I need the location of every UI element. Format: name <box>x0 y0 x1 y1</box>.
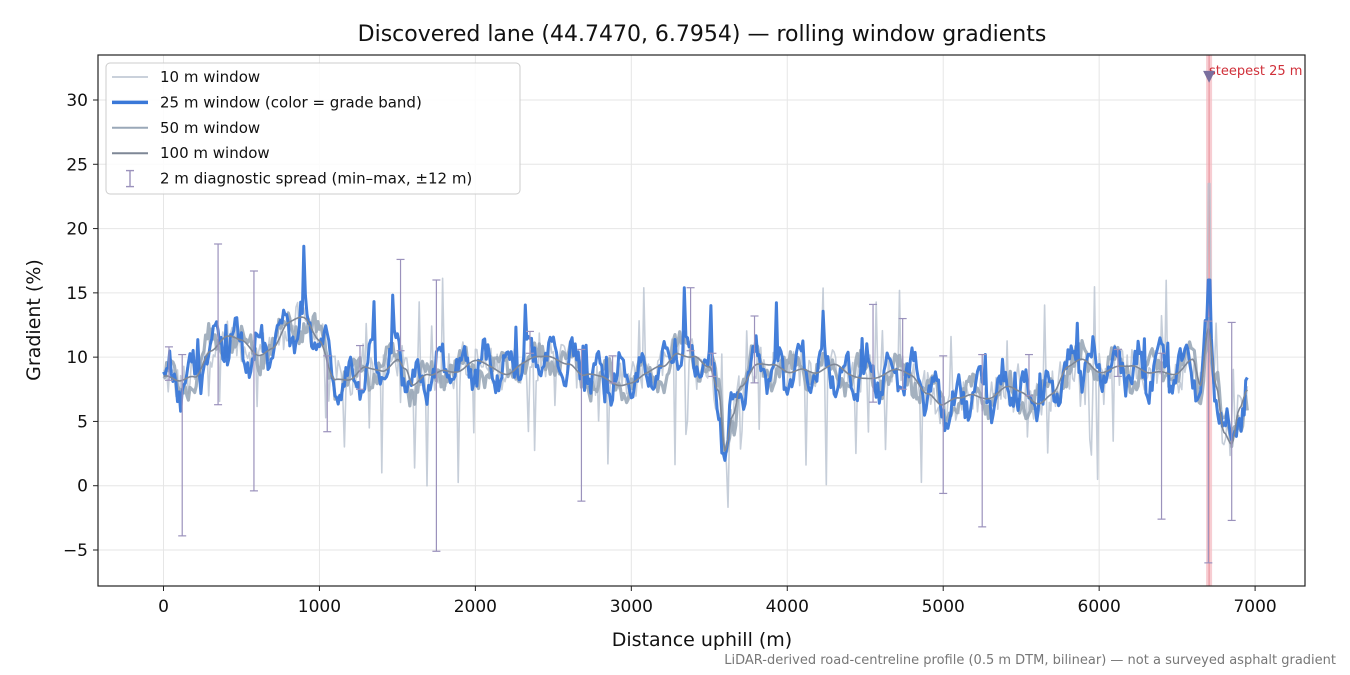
legend-label: 50 m window <box>160 119 260 137</box>
x-tick-label: 1000 <box>298 597 341 617</box>
y-tick-label: 10 <box>66 348 88 368</box>
grid <box>98 55 1305 586</box>
x-tick-label: 4000 <box>766 597 809 617</box>
y-tick-label: 30 <box>66 91 88 111</box>
line-100m <box>163 316 1248 452</box>
legend-label: 2 m diagnostic spread (min–max, ±12 m) <box>160 170 472 188</box>
series-100m-window <box>163 316 1248 452</box>
footnote: LiDAR-derived road-centreline profile (0… <box>724 653 1336 668</box>
series-25m-window <box>162 244 1249 462</box>
steepest-marker: steepest 25 m <box>1203 64 1302 83</box>
steepest-marker-icon <box>1203 70 1216 83</box>
legend-box <box>105 62 521 195</box>
steepest-label: steepest 25 m <box>1209 64 1302 79</box>
y-tick-label: −5 <box>63 541 88 561</box>
y-tick-label: 20 <box>66 220 88 240</box>
x-tick-label: 3000 <box>610 597 653 617</box>
chart-title: Discovered lane (44.7470, 6.7954) — roll… <box>358 22 1047 47</box>
x-tick-label: 0 <box>158 597 169 617</box>
legend-label: 10 m window <box>160 68 260 86</box>
y-tick-label: 5 <box>77 412 88 432</box>
x-tick-label: 6000 <box>1078 597 1121 617</box>
line-25m <box>162 244 1249 462</box>
x-tick-label: 2000 <box>454 597 497 617</box>
y-axis-ticks: −5 0 5 10 15 20 25 30 <box>63 91 98 561</box>
legend-label: 25 m window (color = grade band) <box>160 93 422 111</box>
y-tick-label: 25 <box>66 155 88 175</box>
y-tick-label: 15 <box>66 284 88 304</box>
legend: 10 m window 25 m window (color = grade ba… <box>105 62 521 195</box>
x-tick-label: 5000 <box>922 597 965 617</box>
legend-label: 100 m window <box>160 144 270 162</box>
x-axis-label: Distance uphill (m) <box>612 629 792 651</box>
y-tick-label: 0 <box>77 477 88 497</box>
x-tick-label: 7000 <box>1233 597 1276 617</box>
plot-frame <box>97 54 1306 587</box>
x-axis-ticks: 0 1000 2000 3000 4000 5000 6000 7000 <box>158 586 1277 617</box>
y-axis-label: Gradient (%) <box>23 259 45 381</box>
diagnostic-spread <box>164 243 1236 564</box>
